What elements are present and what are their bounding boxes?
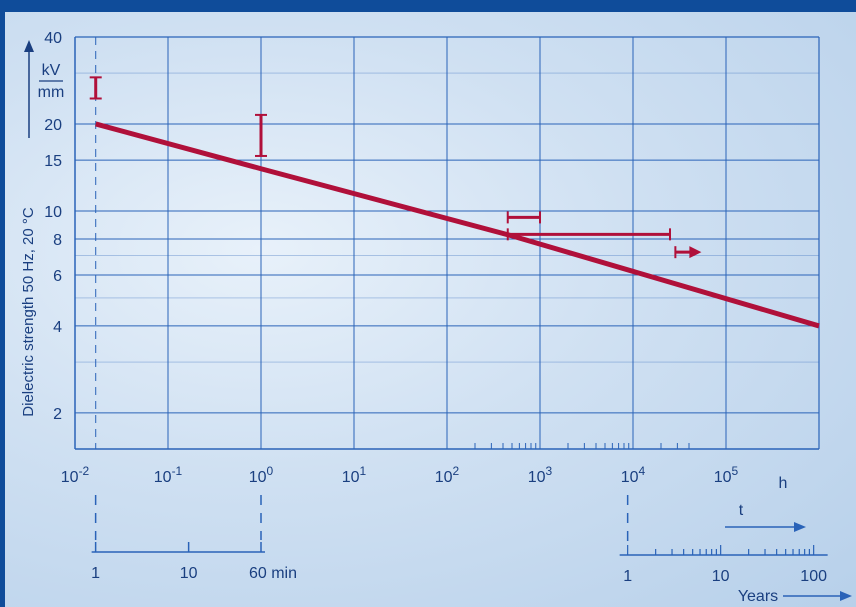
y-tick-label: 10	[44, 204, 62, 221]
series-line	[95, 121, 820, 329]
y-axis-arrow-head	[24, 40, 34, 52]
t-label: t	[739, 502, 744, 519]
y-axis-label: Dielectric strength 50 Hz, 20 °C	[20, 207, 37, 417]
x-tick-label: 105	[714, 464, 739, 486]
chart-frame: 40 20 15 10 8 6 4 2 10-2 10-1 100 101 102 103 104 105 1…	[5, 12, 856, 607]
y-unit-denominator: mm	[38, 84, 65, 101]
axes	[24, 36, 820, 450]
x-tick-label: 103	[528, 464, 553, 486]
years-axis-tick-label: 100	[800, 568, 827, 585]
grid	[74, 36, 820, 449]
x-tick-label: 10-1	[154, 464, 183, 486]
arrow-marker-head	[689, 246, 702, 259]
error-bar-vertical	[89, 76, 102, 100]
years-axis-tick-label: 1	[623, 568, 632, 585]
minutes-axis-tick-label: 10	[180, 565, 198, 582]
x-tick-label: 10-2	[61, 464, 90, 486]
x-unit-label: h	[779, 475, 788, 492]
y-tick-label: 2	[53, 406, 62, 423]
data-marks	[89, 76, 820, 329]
minutes-axis-tick-label: 60 min	[249, 565, 297, 582]
x-tick-label: 104	[621, 464, 646, 486]
y-tick-label: 8	[53, 232, 62, 249]
ongoing-arrow-marker	[674, 246, 702, 259]
range-bar-horizontal	[506, 211, 541, 224]
years-axis-label: Years	[738, 588, 778, 605]
time-conversion-axes: 1 10 60 min 1 10 100	[91, 495, 852, 601]
y-unit-numerator: kV	[42, 62, 61, 79]
x-tick-label: 102	[435, 464, 460, 486]
years-arrow-head	[840, 591, 852, 601]
y-tick-label: 6	[53, 268, 62, 285]
error-bar-vertical	[255, 113, 267, 157]
y-tick-label: 20	[44, 117, 62, 134]
y-tick-label: 4	[53, 319, 62, 336]
range-bar-horizontal	[506, 228, 672, 241]
t-arrow-head	[794, 522, 806, 532]
x-tick-label: 101	[342, 464, 367, 486]
y-tick-label: 40	[44, 30, 62, 47]
y-tick-label: 15	[44, 153, 62, 170]
minutes-axis-tick-label: 1	[91, 565, 100, 582]
tick-labels: 40 20 15 10 8 6 4 2 10-2 10-1 100 101 102 103 104 105	[44, 30, 738, 486]
x-tick-label: 100	[249, 464, 274, 486]
years-axis-tick-label: 10	[712, 568, 730, 585]
